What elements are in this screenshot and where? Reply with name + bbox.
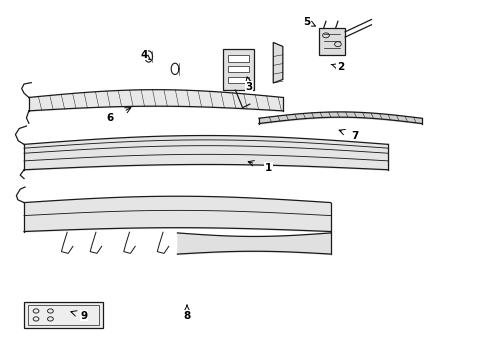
Bar (227, 77, 249, 83)
Bar (227, 55, 249, 62)
Bar (227, 66, 249, 72)
Text: 6: 6 (106, 113, 114, 123)
Text: 3: 3 (245, 81, 252, 91)
Text: 1: 1 (264, 163, 271, 173)
Bar (223, 49, 254, 90)
Text: 7: 7 (350, 131, 358, 141)
Text: 8: 8 (183, 311, 190, 321)
Text: 4: 4 (140, 50, 147, 60)
Bar (28, 305, 99, 325)
Text: 9: 9 (80, 311, 87, 321)
Polygon shape (273, 42, 282, 83)
Text: 5: 5 (303, 17, 310, 27)
Bar (318, 28, 345, 55)
Bar (24, 302, 103, 328)
Text: 2: 2 (336, 62, 343, 72)
